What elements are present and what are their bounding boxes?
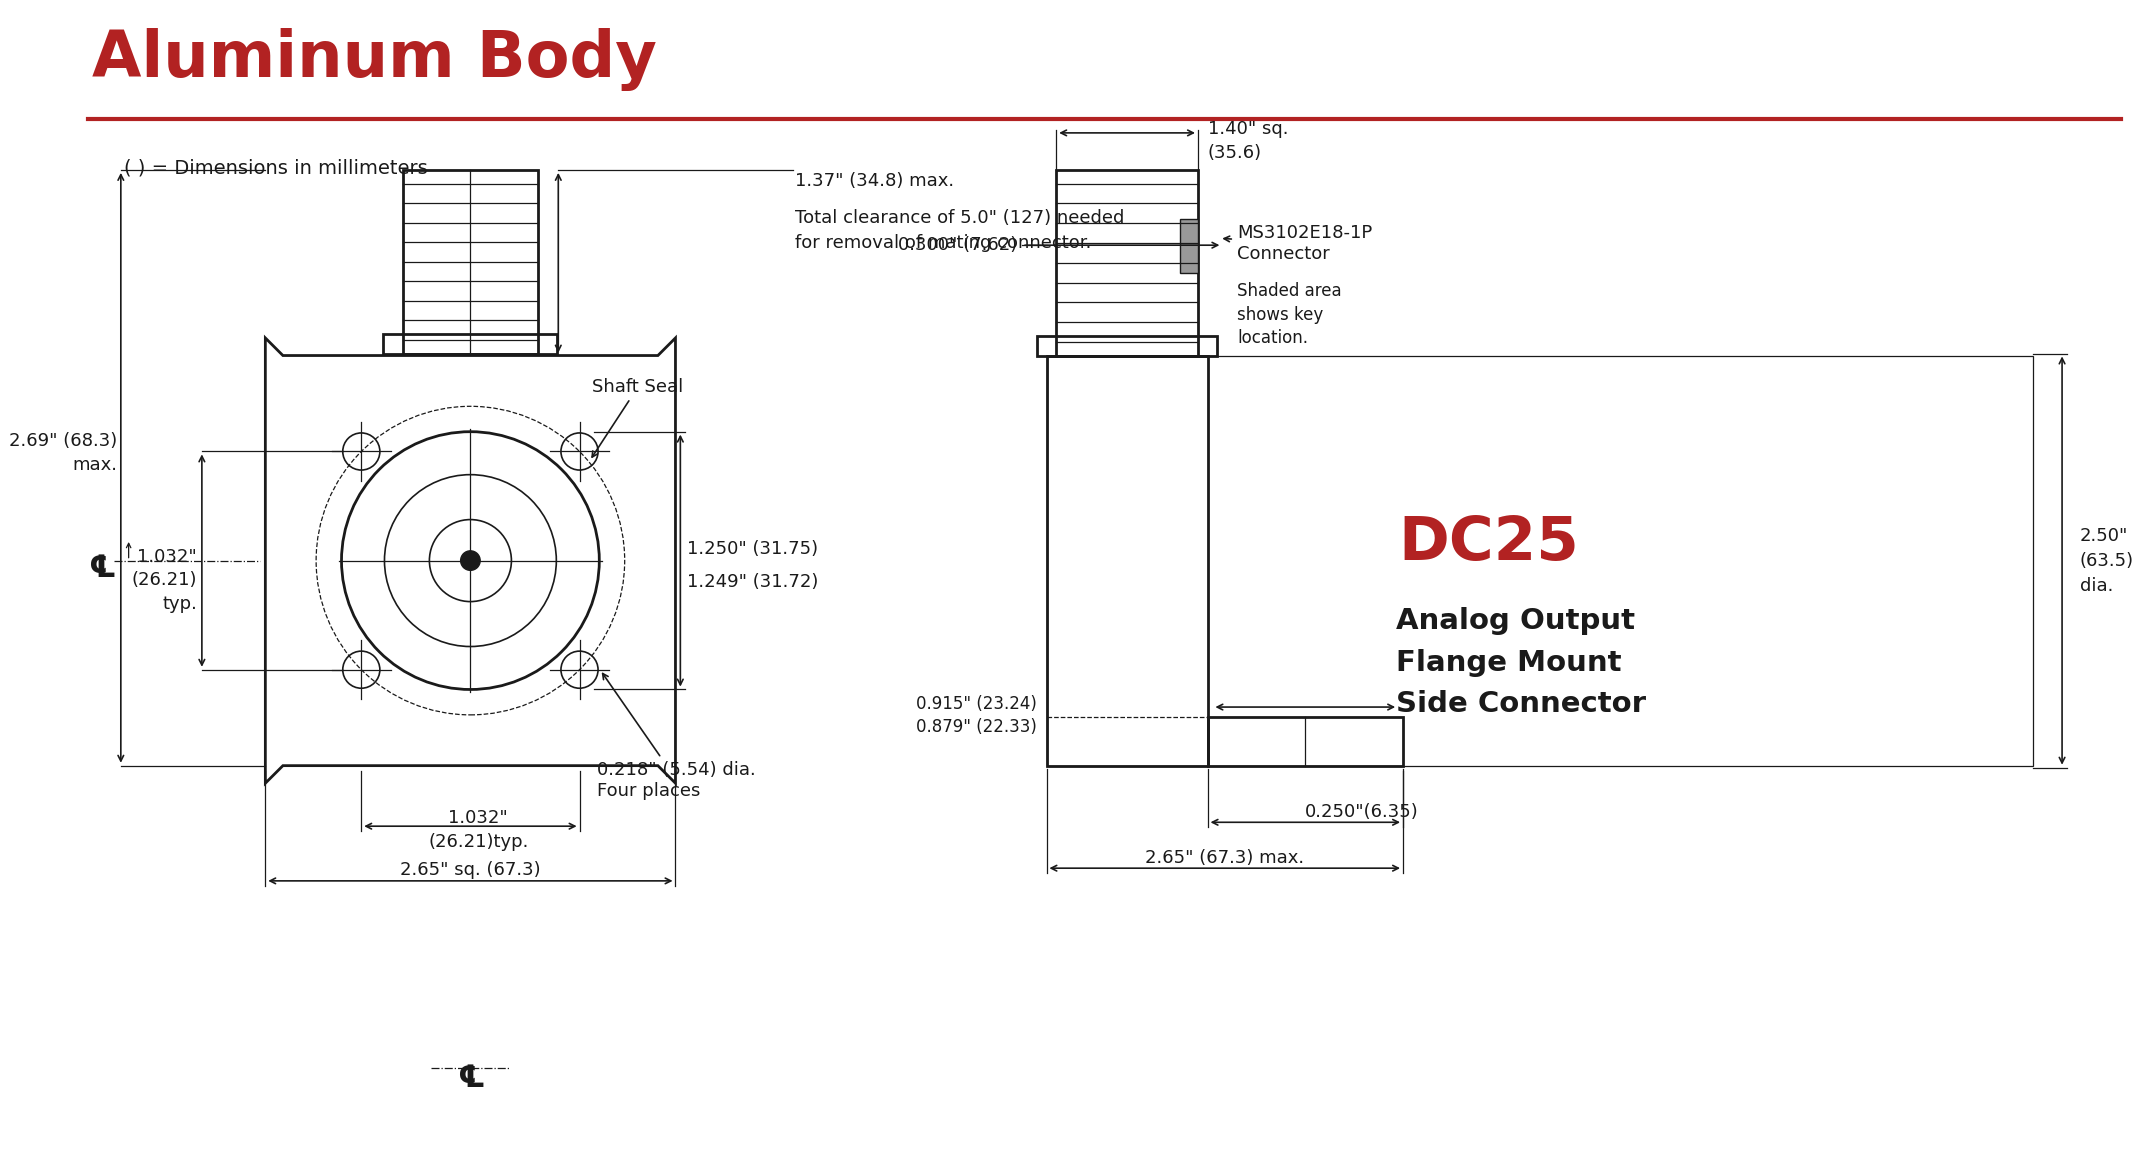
Text: MS3102E18-1P
Connector: MS3102E18-1P Connector — [1224, 223, 1373, 262]
FancyBboxPatch shape — [1179, 219, 1199, 273]
Text: 1.40" sq.
(35.6): 1.40" sq. (35.6) — [1207, 119, 1289, 161]
Text: 1.032"
(26.21)
typ.: 1.032" (26.21) typ. — [131, 548, 198, 613]
Text: 0.915" (23.24): 0.915" (23.24) — [915, 695, 1037, 713]
Text: Shaft Seal: Shaft Seal — [593, 378, 683, 457]
Text: 2.69" (68.3)
max.: 2.69" (68.3) max. — [9, 433, 116, 474]
Text: 2.65" sq. (67.3): 2.65" sq. (67.3) — [400, 861, 541, 880]
Text: Aluminum Body: Aluminum Body — [92, 28, 657, 91]
Text: 0.879" (22.33): 0.879" (22.33) — [915, 718, 1037, 736]
Text: ( ) = Dimensions in millimeters: ( ) = Dimensions in millimeters — [125, 158, 427, 178]
Text: Total clearance of 5.0" (127) needed
for removal of mating connector.: Total clearance of 5.0" (127) needed for… — [795, 209, 1123, 252]
Text: 0.250"(6.35): 0.250"(6.35) — [1306, 803, 1420, 821]
Text: 0.300" (7.62): 0.300" (7.62) — [898, 236, 1018, 254]
Circle shape — [460, 551, 481, 570]
Text: 1.032"
(26.21)typ.: 1.032" (26.21)typ. — [427, 808, 528, 851]
Text: ℄: ℄ — [458, 1064, 483, 1093]
Text: ℄: ℄ — [88, 553, 116, 583]
Text: DC25: DC25 — [1398, 514, 1579, 572]
Text: 1.37" (34.8) max.: 1.37" (34.8) max. — [795, 172, 954, 190]
Text: 0.218" (5.54) dia.
Four places: 0.218" (5.54) dia. Four places — [597, 674, 756, 799]
Text: 1.250" (31.75): 1.250" (31.75) — [687, 539, 818, 558]
Text: Shaded area
shows key
location.: Shaded area shows key location. — [1237, 282, 1342, 347]
Text: 2.50"
(63.5)
dia.: 2.50" (63.5) dia. — [2079, 526, 2133, 594]
Text: 1.249" (31.72): 1.249" (31.72) — [687, 573, 818, 591]
Text: 2.65" (67.3) max.: 2.65" (67.3) max. — [1145, 848, 1304, 867]
Text: Analog Output
Flange Mount
Side Connector: Analog Output Flange Mount Side Connecto… — [1396, 607, 1645, 718]
